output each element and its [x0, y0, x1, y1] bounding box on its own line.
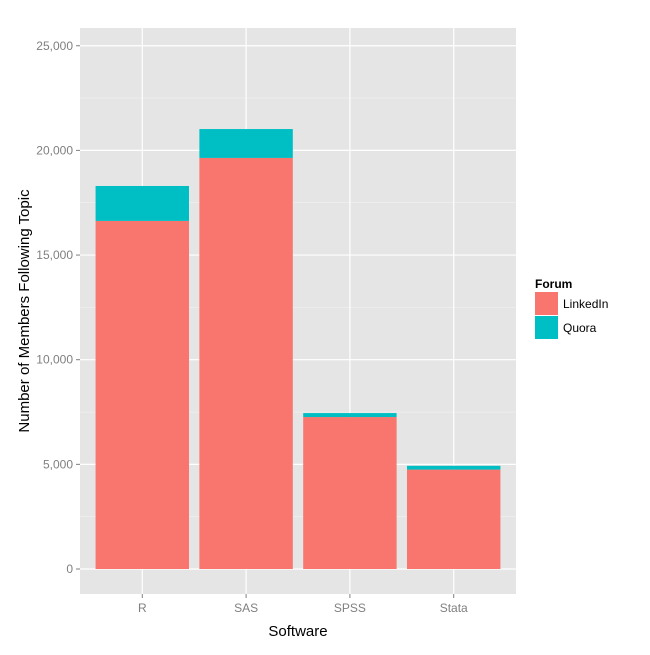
y-tick-label: 20,000	[36, 143, 73, 157]
legend-title: Forum	[535, 277, 572, 291]
x-tick-label: R	[138, 601, 147, 615]
legend-swatch-quora	[535, 316, 558, 339]
bar-linkedin-sas	[199, 157, 293, 569]
bar-linkedin-r	[95, 220, 189, 570]
bar-quora-spss	[303, 413, 397, 418]
legend-label-quora: Quora	[563, 321, 597, 335]
legend: Forum LinkedIn Quora	[535, 277, 608, 339]
y-tick-label: 5,000	[43, 457, 73, 471]
bar-linkedin-spss	[303, 417, 397, 569]
bar-quora-stata	[407, 465, 501, 470]
legend-label-linkedin: LinkedIn	[563, 297, 608, 311]
bar-quora-sas	[199, 129, 293, 158]
bar-quora-r	[95, 185, 189, 221]
legend-swatch-linkedin	[535, 292, 558, 315]
x-tick-label: SAS	[234, 601, 258, 615]
y-tick-label: 15,000	[36, 248, 73, 262]
y-tick-label: 25,000	[36, 39, 73, 53]
x-tick-label: SPSS	[334, 601, 366, 615]
y-tick-label: 10,000	[36, 353, 73, 367]
x-axis-title: Software	[268, 623, 327, 640]
y-axis-title: Number of Members Following Topic	[16, 189, 33, 433]
y-tick-label: 0	[66, 562, 73, 576]
bar-linkedin-stata	[407, 469, 501, 569]
x-tick-label: Stata	[440, 601, 468, 615]
